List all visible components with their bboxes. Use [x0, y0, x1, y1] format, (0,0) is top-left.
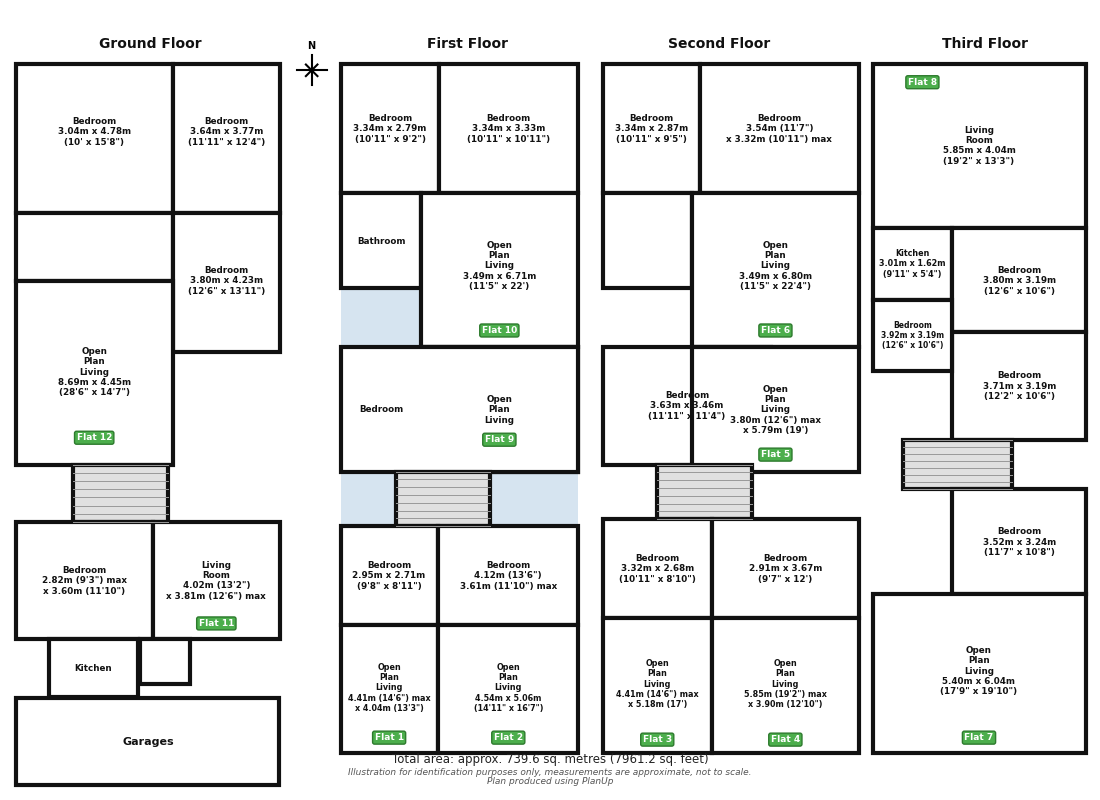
Bar: [439, 64, 578, 194]
Text: Flat 5: Flat 5: [761, 450, 790, 459]
Text: Open
Plan
Living: Open Plan Living: [484, 395, 515, 425]
Text: Flat 6: Flat 6: [761, 326, 790, 335]
Text: Illustration for identification purposes only, measurements are approximate, not: Illustration for identification purposes…: [349, 768, 751, 777]
Text: Bedroom
3.34m x 2.79m
(10'11" x 9'2"): Bedroom 3.34m x 2.79m (10'11" x 9'2"): [353, 114, 427, 144]
Text: Open
Plan
Living
4.41m (14'6") max
x 4.04m (13'3"): Open Plan Living 4.41m (14'6") max x 4.0…: [348, 662, 430, 714]
Text: Flat 11: Flat 11: [199, 619, 234, 628]
Text: Open
Plan
Living
8.69m x 4.45m
(28'6" x 14'7"): Open Plan Living 8.69m x 4.45m (28'6" x …: [57, 347, 131, 398]
Bar: [48, 639, 138, 697]
Bar: [396, 471, 491, 526]
Bar: [341, 626, 438, 753]
Bar: [603, 618, 712, 753]
Text: Open
Plan
Living
4.54m x 5.06m
(14'11" x 16'7"): Open Plan Living 4.54m x 5.06m (14'11" x…: [473, 662, 543, 714]
Bar: [421, 347, 578, 471]
Bar: [712, 519, 859, 618]
Text: Bedroom
3.52m x 3.24m
(11'7" x 10'8"): Bedroom 3.52m x 3.24m (11'7" x 10'8"): [983, 527, 1056, 557]
Bar: [173, 64, 279, 214]
Bar: [341, 64, 439, 194]
Text: Flat 10: Flat 10: [482, 326, 517, 335]
Bar: [658, 465, 751, 519]
Text: Bedroom: Bedroom: [359, 406, 404, 414]
Bar: [692, 194, 859, 347]
Bar: [692, 347, 859, 471]
Bar: [438, 626, 578, 753]
Text: Flat 2: Flat 2: [494, 733, 522, 742]
Text: Bedroom
2.95m x 2.71m
(9'8" x 8'11"): Bedroom 2.95m x 2.71m (9'8" x 8'11"): [352, 561, 426, 590]
Bar: [712, 618, 859, 753]
Text: Living
Room
4.02m (13'2")
x 3.81m (12'6") max: Living Room 4.02m (13'2") x 3.81m (12'6"…: [166, 561, 266, 601]
Bar: [872, 228, 953, 300]
Text: Bedroom
3.54m (11'7")
x 3.32m (10'11") max: Bedroom 3.54m (11'7") x 3.32m (10'11") m…: [726, 114, 833, 144]
Bar: [953, 490, 1086, 594]
Text: Plan produced using PlanUp: Plan produced using PlanUp: [486, 777, 614, 786]
Text: Second Floor: Second Floor: [668, 38, 770, 51]
Text: Bedroom
3.92m x 3.19m
(12'6" x 10'6"): Bedroom 3.92m x 3.19m (12'6" x 10'6"): [881, 321, 944, 350]
Text: Total area: approx. 739.6 sq. metres (7961.2 sq. feet): Total area: approx. 739.6 sq. metres (79…: [392, 753, 708, 766]
Text: Flat 9: Flat 9: [485, 435, 514, 444]
Bar: [140, 639, 189, 684]
Bar: [438, 526, 578, 626]
Text: Flat 8: Flat 8: [908, 78, 937, 86]
Text: Bathroom: Bathroom: [356, 237, 406, 246]
Bar: [700, 64, 859, 194]
Bar: [341, 194, 421, 288]
Bar: [603, 519, 712, 618]
Bar: [902, 440, 1012, 490]
Bar: [341, 347, 578, 471]
Text: Open
Plan
Living
5.85m (19'2") max
x 3.90m (12'10"): Open Plan Living 5.85m (19'2") max x 3.9…: [744, 658, 827, 710]
Bar: [15, 522, 153, 639]
Text: N: N: [308, 42, 316, 51]
Bar: [341, 526, 438, 626]
Text: Bedroom
3.04m x 4.78m
(10' x 15'8"): Bedroom 3.04m x 4.78m (10' x 15'8"): [57, 117, 131, 146]
Text: Flat 3: Flat 3: [642, 735, 672, 744]
Text: Bedroom
2.91m x 3.67m
(9'7" x 12'): Bedroom 2.91m x 3.67m (9'7" x 12'): [749, 554, 822, 584]
Bar: [872, 300, 953, 371]
Text: Bedroom
3.34m x 3.33m
(10'11" x 10'11"): Bedroom 3.34m x 3.33m (10'11" x 10'11"): [466, 114, 550, 144]
Text: Flat 7: Flat 7: [965, 733, 993, 742]
Bar: [15, 698, 279, 786]
Bar: [953, 228, 1086, 333]
Text: First Floor: First Floor: [427, 38, 508, 51]
Text: Kitchen
3.01m x 1.62m
(9'11" x 5'4"): Kitchen 3.01m x 1.62m (9'11" x 5'4"): [879, 249, 946, 279]
Text: Third Floor: Third Floor: [942, 38, 1028, 51]
Bar: [153, 522, 279, 639]
Text: Open
Plan
Living
3.80m (12'6") max
x 5.79m (19'): Open Plan Living 3.80m (12'6") max x 5.7…: [730, 385, 821, 435]
Text: Open
Plan
Living
5.40m x 6.04m
(17'9" x 19'10"): Open Plan Living 5.40m x 6.04m (17'9" x …: [940, 646, 1018, 697]
Text: Bedroom
3.32m x 2.68m
(10'11" x 8'10"): Bedroom 3.32m x 2.68m (10'11" x 8'10"): [619, 554, 695, 584]
Text: Bedroom
3.64m x 3.77m
(11'11" x 12'4"): Bedroom 3.64m x 3.77m (11'11" x 12'4"): [188, 117, 265, 146]
Text: Bedroom
3.34m x 2.87m
(10'11" x 9'5"): Bedroom 3.34m x 2.87m (10'11" x 9'5"): [615, 114, 688, 144]
Text: Open
Plan
Living
3.49m x 6.80m
(11'5" x 22'4"): Open Plan Living 3.49m x 6.80m (11'5" x …: [739, 241, 812, 291]
Bar: [953, 333, 1086, 440]
Bar: [74, 465, 167, 522]
Text: Bedroom
3.80m x 3.19m
(12'6" x 10'6"): Bedroom 3.80m x 3.19m (12'6" x 10'6"): [983, 266, 1056, 296]
Text: Bedroom
3.71m x 3.19m
(12'2" x 10'6"): Bedroom 3.71m x 3.19m (12'2" x 10'6"): [983, 371, 1056, 401]
Text: Bedroom
3.80m x 4.23m
(12'6" x 13'11"): Bedroom 3.80m x 4.23m (12'6" x 13'11"): [188, 266, 265, 296]
Bar: [421, 194, 578, 347]
Text: Ground Floor: Ground Floor: [99, 38, 202, 51]
Text: Flat 1: Flat 1: [375, 733, 404, 742]
Text: Flat 4: Flat 4: [771, 735, 800, 744]
Bar: [872, 64, 1087, 228]
Text: Bedroom
4.12m (13'6")
3.61m (11'10") max: Bedroom 4.12m (13'6") 3.61m (11'10") max: [460, 561, 557, 590]
Bar: [872, 594, 1087, 753]
Bar: [603, 194, 692, 288]
Bar: [15, 281, 173, 465]
Bar: [15, 214, 173, 281]
Text: Flat 12: Flat 12: [77, 434, 112, 442]
Text: Open
Plan
Living
4.41m (14'6") max
x 5.18m (17'): Open Plan Living 4.41m (14'6") max x 5.1…: [616, 658, 699, 710]
Text: Living
Room
5.85m x 4.04m
(19'2" x 13'3"): Living Room 5.85m x 4.04m (19'2" x 13'3"…: [943, 126, 1015, 166]
Bar: [603, 347, 771, 465]
Bar: [15, 64, 173, 214]
Text: Open
Plan
Living
3.49m x 6.71m
(11'5" x 22'): Open Plan Living 3.49m x 6.71m (11'5" x …: [463, 241, 536, 291]
Text: Bedroom
3.63m x 3.46m
(11'11" x 11'4"): Bedroom 3.63m x 3.46m (11'11" x 11'4"): [648, 391, 726, 421]
Text: Garages: Garages: [122, 737, 174, 746]
Text: Bedroom
2.82m (9'3") max
x 3.60m (11'10"): Bedroom 2.82m (9'3") max x 3.60m (11'10"…: [42, 566, 127, 596]
Text: Kitchen: Kitchen: [75, 664, 112, 673]
Bar: [341, 64, 578, 753]
Bar: [173, 214, 279, 352]
Bar: [603, 64, 700, 194]
